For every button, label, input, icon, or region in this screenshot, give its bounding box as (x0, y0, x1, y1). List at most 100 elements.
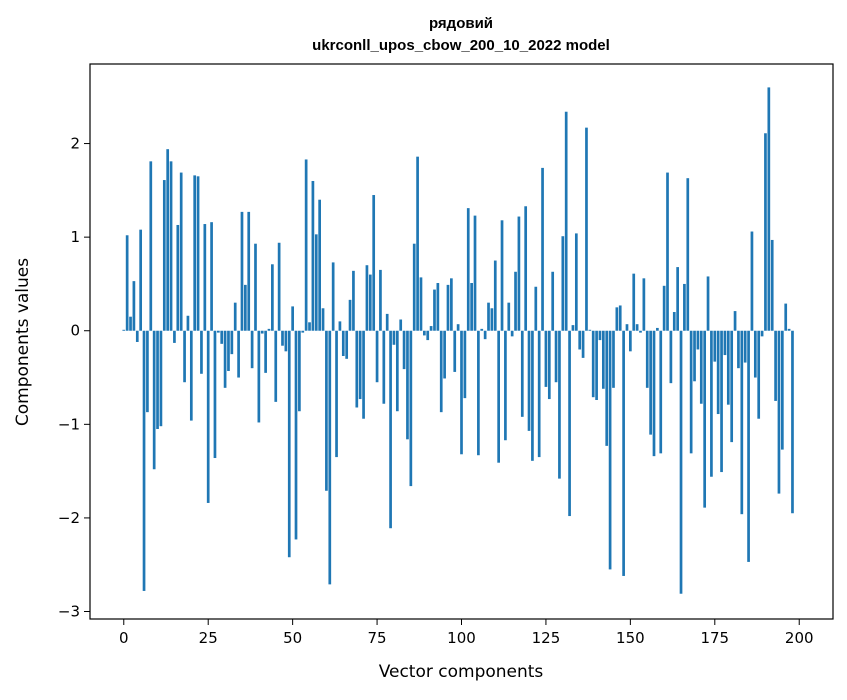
bar-149 (625, 324, 629, 331)
bar-67 (348, 299, 352, 331)
bar-190 (764, 133, 767, 331)
chart-subtitle: ukrconll_upos_cbow_200_10_2022 model (312, 37, 610, 54)
bar-148 (622, 330, 625, 576)
y-tick-label--1: −1 (58, 415, 80, 433)
bar-179 (726, 330, 730, 405)
bar-109 (490, 308, 494, 331)
bar-89 (423, 330, 426, 336)
bar-80 (392, 330, 396, 345)
bar-73 (368, 274, 372, 331)
bar-198 (791, 330, 794, 514)
bar-196 (784, 303, 788, 331)
x-tick-label-200: 200 (785, 629, 814, 647)
bar-165 (679, 330, 683, 594)
bar-132 (568, 330, 571, 517)
bar-145 (612, 330, 615, 388)
y-axis-ticks: −3 −2 −1 0 1 2 (58, 135, 90, 621)
bar-64 (338, 321, 342, 331)
bar-26 (210, 222, 213, 331)
bar-3 (132, 281, 136, 331)
bar-38 (250, 330, 254, 369)
bar-130 (561, 236, 565, 331)
bar-92 (433, 289, 436, 331)
bar-33 (233, 302, 237, 331)
bar-164 (676, 267, 679, 331)
bar-35 (240, 211, 244, 331)
bar-112 (500, 220, 504, 331)
bar-39 (254, 243, 257, 331)
x-tick-label-0: 0 (119, 629, 129, 647)
bar-13 (166, 149, 170, 331)
bar-169 (693, 330, 696, 382)
bar-155 (645, 330, 649, 388)
bar-97 (450, 278, 453, 331)
bar-195 (780, 330, 784, 450)
bar-189 (760, 330, 764, 337)
bar-86 (412, 243, 416, 331)
bar-170 (696, 330, 700, 350)
bar-134 (574, 233, 578, 331)
bar-30 (223, 330, 227, 388)
bar-115 (510, 330, 514, 337)
bar-123 (537, 330, 541, 458)
x-tick-label-175: 175 (700, 629, 729, 647)
bar-187 (753, 330, 757, 378)
bar-152 (635, 324, 639, 331)
bar-113 (504, 330, 507, 441)
bar-146 (615, 307, 619, 331)
bar-41 (260, 330, 264, 334)
bar-129 (558, 330, 561, 479)
bar-178 (723, 330, 727, 356)
bar-194 (777, 330, 781, 494)
bar-14 (169, 161, 173, 331)
bar-128 (554, 330, 558, 383)
bar-0 (122, 329, 126, 331)
bar-101 (463, 330, 467, 399)
bar-77 (382, 330, 386, 404)
bar-100 (460, 330, 463, 455)
bar-111 (497, 330, 500, 463)
x-axis-label: Vector components (379, 662, 544, 682)
bar-119 (524, 206, 528, 331)
bar-78 (385, 313, 389, 331)
bar-96 (446, 284, 450, 331)
bar-81 (395, 330, 399, 412)
y-tick-label-2: 2 (70, 135, 80, 153)
bar-125 (544, 330, 548, 387)
bar-102 (466, 208, 470, 331)
bar-138 (588, 329, 592, 331)
bar-62 (331, 262, 335, 331)
bar-91 (429, 326, 433, 331)
bar-61 (328, 330, 332, 585)
bar-47 (281, 330, 284, 346)
bar-147 (618, 305, 622, 331)
x-tick-label-75: 75 (368, 629, 387, 647)
bar-161 (666, 172, 669, 331)
bar-53 (301, 330, 305, 333)
bar-177 (720, 330, 723, 473)
bar-31 (227, 330, 230, 371)
bar-72 (365, 265, 369, 331)
bar-65 (341, 330, 345, 357)
bar-48 (284, 330, 288, 352)
bar-166 (683, 283, 686, 331)
bar-44 (271, 264, 274, 331)
bar-94 (439, 330, 443, 413)
x-tick-label-150: 150 (616, 629, 645, 647)
bar-55 (308, 322, 311, 331)
bar-162 (669, 330, 673, 384)
bar-57 (314, 234, 318, 331)
bar-95 (443, 330, 446, 379)
bar-22 (196, 176, 200, 331)
bar-171 (699, 330, 703, 404)
bar-151 (632, 273, 636, 331)
bar-2 (129, 316, 132, 331)
bar-103 (470, 283, 473, 331)
bar-174 (710, 330, 713, 477)
bar-83 (402, 330, 406, 370)
bar-93 (436, 283, 440, 331)
bar-58 (318, 199, 321, 331)
bar-142 (601, 330, 605, 389)
bar-114 (507, 302, 511, 331)
